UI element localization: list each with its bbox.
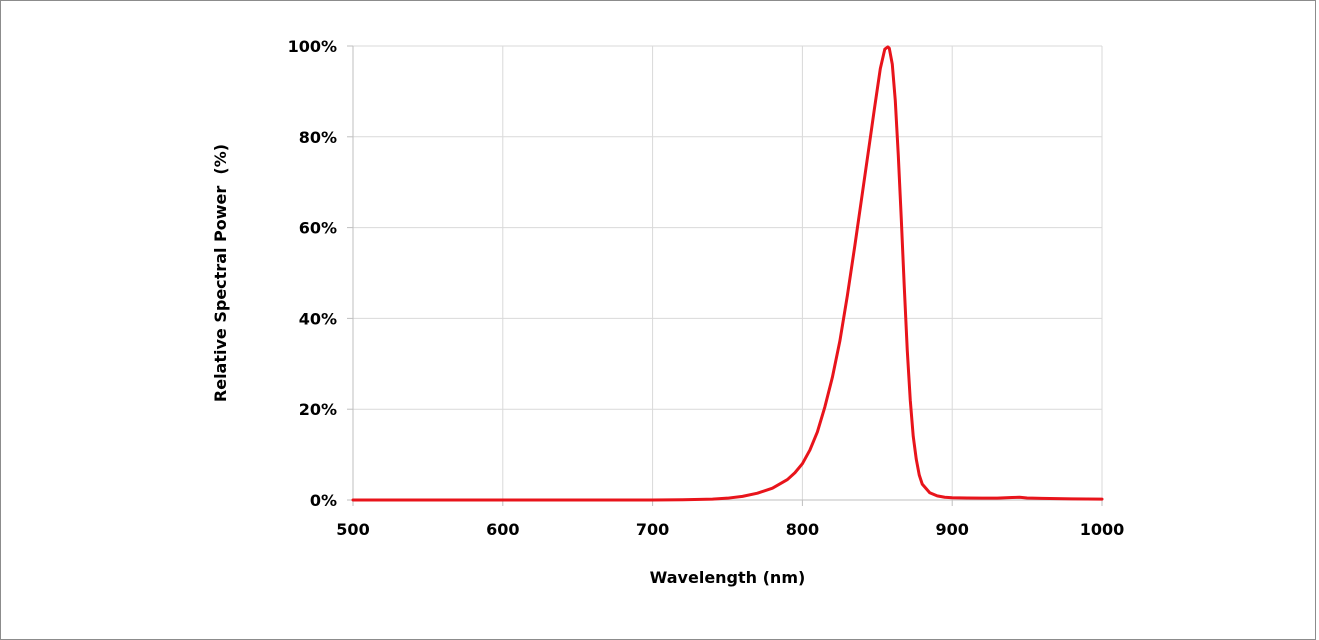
grid <box>353 45 1103 500</box>
x-tick-label: 800 <box>786 520 819 539</box>
x-tick-label: 700 <box>636 520 669 539</box>
x-tick-label: 600 <box>486 520 519 539</box>
y-tick-label: 20% <box>299 400 337 419</box>
x-tick-label: 500 <box>336 520 369 539</box>
series-layer <box>351 45 1104 502</box>
y-tick-label: 60% <box>299 219 337 238</box>
axes <box>347 45 1103 506</box>
y-tick-label: 0% <box>310 491 337 510</box>
y-axis-title: Relative Spectral Power (%) <box>211 144 230 402</box>
series-line <box>351 45 1104 502</box>
x-axis-title: Wavelength (nm) <box>650 568 806 587</box>
tick-labels: 0% 20% 40% 60% 80% 100% 500 600 700 800 900 1000 <box>288 37 1125 539</box>
x-tick-label: 1000 <box>1080 520 1125 539</box>
y-tick-label: 40% <box>299 309 337 328</box>
x-tick-label: 900 <box>935 520 968 539</box>
y-tick-label: 80% <box>299 128 337 147</box>
y-tick-label: 100% <box>288 37 337 56</box>
line-chart: 0% 20% 40% 60% 80% 100% 500 600 700 800 900 1000 Wa… <box>211 37 1125 587</box>
